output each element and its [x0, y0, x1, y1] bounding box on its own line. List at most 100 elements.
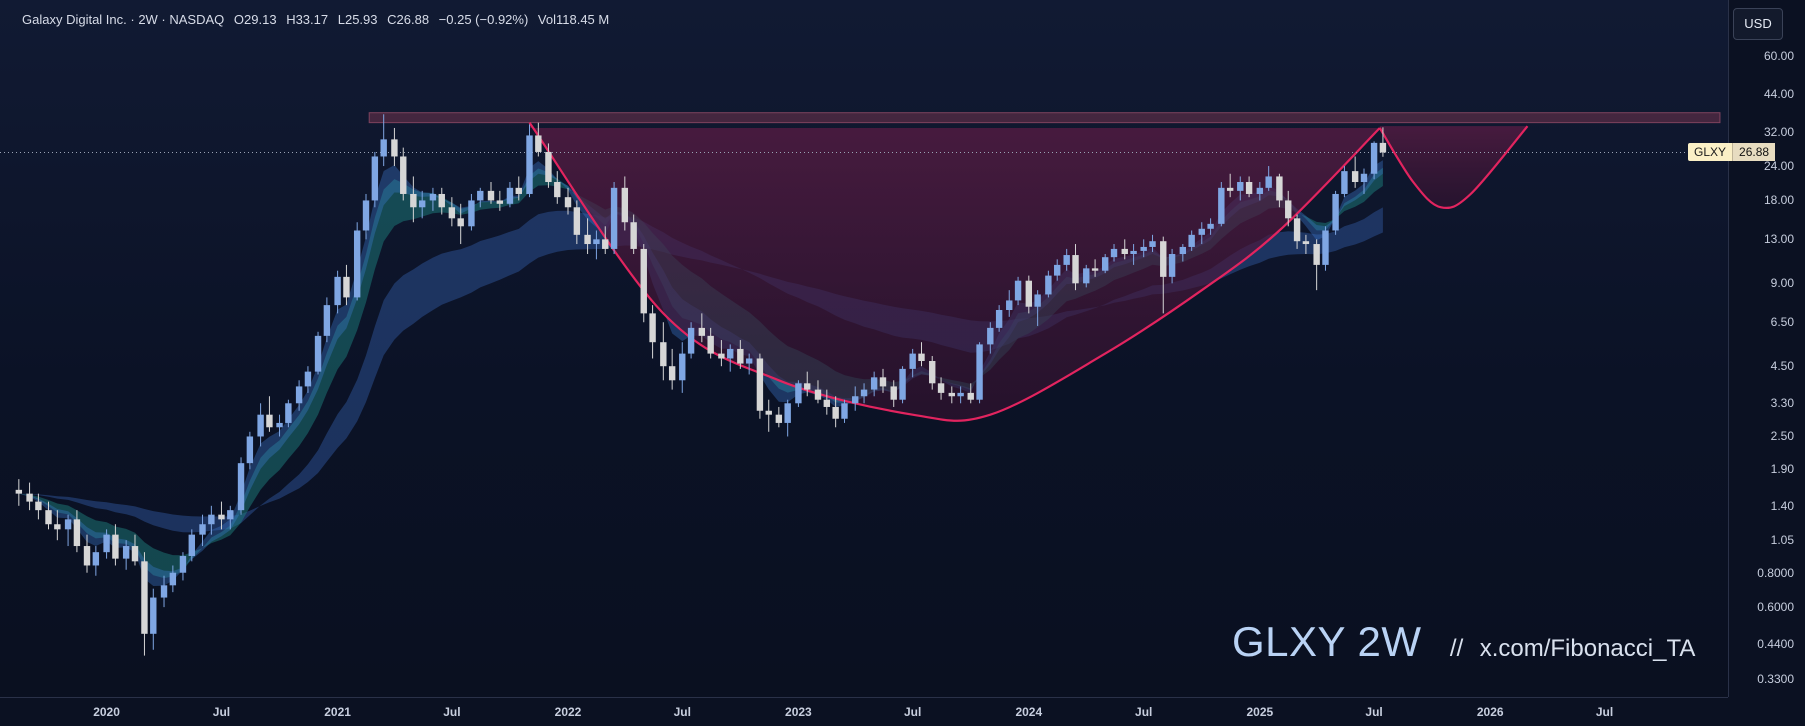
candle-body [918, 353, 925, 361]
candle-body [1379, 142, 1387, 153]
candle-body [698, 327, 706, 336]
candle [1045, 270, 1052, 298]
candle-body [1179, 246, 1187, 255]
candle-body [1054, 264, 1061, 276]
candle [1370, 141, 1378, 180]
price-axis[interactable]: 60.00 44.00 32.00 24.00 18.00 13.00 9.00 6.50 4.… [1728, 0, 1805, 697]
candle [141, 552, 148, 656]
time-axis[interactable]: 2020 Jul 2021 Jul 2022 Jul 2023 Jul 2024 Jul 2025 J… [0, 697, 1728, 726]
time-tick-label: 2022 [554, 705, 582, 719]
candle [564, 187, 572, 215]
candle [1160, 236, 1167, 314]
candle-body [1293, 218, 1301, 242]
candle-body [649, 313, 656, 343]
candle [448, 197, 456, 227]
chart-plot-area[interactable]: Galaxy Digital Inc. · 2W · NASDAQ O29.13… [0, 0, 1728, 697]
candle [15, 479, 23, 506]
candle [380, 114, 387, 167]
candle-body [45, 510, 52, 525]
candle [526, 124, 533, 198]
price-tick-label: 60.00 [1763, 49, 1794, 64]
candle-body [103, 534, 110, 553]
candle [92, 546, 100, 576]
candle-body [266, 414, 273, 428]
candle [391, 127, 398, 167]
candle [804, 371, 811, 397]
candle-body [477, 190, 484, 201]
candle-body [1045, 275, 1052, 295]
price-tick-label: 0.3300 [1757, 671, 1794, 686]
candle [218, 501, 225, 530]
candle-body [410, 193, 417, 208]
candle-body [1140, 246, 1147, 251]
price-tick-label: 1.05 [1770, 533, 1794, 548]
candle-body [784, 403, 791, 423]
candle [257, 403, 264, 447]
candle [1014, 276, 1022, 306]
candle-body [852, 396, 859, 404]
candle [660, 322, 667, 381]
candle-body [160, 585, 168, 598]
candle-body [1207, 223, 1214, 229]
candle [1341, 166, 1348, 198]
price-tick-label: 44.00 [1763, 86, 1794, 101]
price-chart[interactable] [0, 0, 1728, 697]
last-price-symbol: GLXY [1688, 143, 1733, 162]
candle [496, 190, 504, 211]
candle [1025, 275, 1033, 314]
candle [266, 396, 273, 432]
candle-body [832, 406, 839, 419]
candle [630, 214, 637, 255]
candle [1091, 259, 1099, 277]
price-tick-label: 1.90 [1770, 462, 1794, 477]
candle-body [131, 546, 139, 562]
candle-body [1160, 241, 1167, 277]
candle-body [870, 377, 878, 390]
candle [1207, 218, 1214, 235]
candle [937, 377, 945, 400]
candle [1054, 259, 1061, 281]
candle [515, 176, 522, 201]
candle-body [179, 556, 187, 573]
candle-body [995, 310, 1003, 328]
candle-body [1226, 187, 1234, 191]
candle-body [707, 335, 714, 354]
candle [1101, 254, 1109, 274]
price-tick-label: 0.6000 [1757, 600, 1794, 615]
candle [1360, 168, 1368, 194]
candle-body [371, 156, 379, 201]
candle-body [343, 276, 350, 298]
candle [1256, 182, 1264, 201]
candle [1218, 182, 1225, 227]
candle-body [285, 403, 292, 423]
candle-body [765, 410, 772, 415]
cup-pattern [528, 121, 1529, 422]
candle-body [1237, 182, 1244, 191]
price-tick-label: 13.00 [1763, 232, 1794, 247]
candle-body [1101, 257, 1109, 271]
candle-body [391, 139, 398, 157]
candle-body [1014, 280, 1022, 301]
candle [477, 187, 484, 208]
candle-body [208, 514, 215, 525]
candle [410, 176, 417, 223]
time-tick-label: Jul [1595, 705, 1614, 719]
candle-body [353, 230, 361, 298]
candle-body [593, 239, 600, 245]
candle [362, 193, 370, 240]
time-tick-label: Jul [903, 705, 922, 719]
candle-body [640, 248, 647, 314]
candle-body [64, 519, 72, 530]
currency-button[interactable]: USD [1733, 8, 1783, 40]
symbol-title[interactable]: Galaxy Digital Inc. · 2W · NASDAQ [22, 12, 225, 27]
candle-body [564, 197, 572, 208]
candle [987, 322, 994, 354]
candle-body [92, 552, 100, 566]
candle-body [323, 305, 331, 336]
candle-body [727, 348, 734, 359]
candle-body [1198, 228, 1205, 235]
candle [169, 565, 177, 593]
candle [610, 182, 618, 255]
candle-body [1302, 241, 1310, 245]
candle [602, 226, 609, 255]
